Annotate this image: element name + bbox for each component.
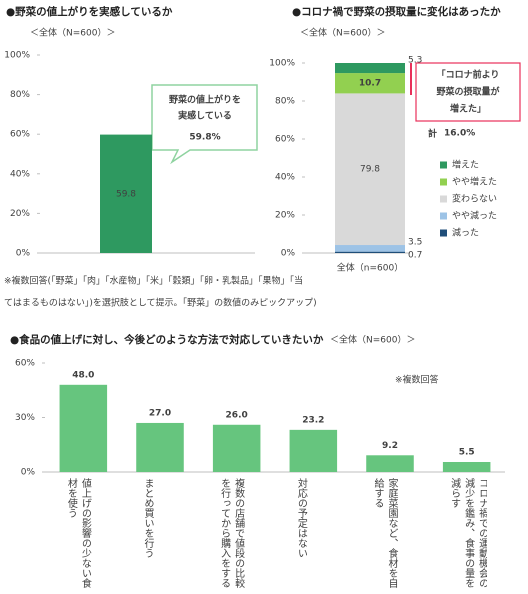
bar-segment bbox=[335, 245, 405, 252]
y-tick-label: 60% bbox=[275, 135, 295, 145]
y-tick-label: 60% bbox=[10, 130, 30, 140]
value-label: 0.7 bbox=[408, 251, 422, 261]
chart-subtitle: ＜全体（N=600）＞ bbox=[300, 27, 385, 39]
y-tick-label: 100% bbox=[4, 51, 30, 61]
bar bbox=[100, 134, 152, 253]
value-label: 9.2 bbox=[382, 441, 398, 451]
x-tick-label: コロナ禍での運動機会の減少を鑑み、食事の量を減らす bbox=[448, 478, 487, 588]
value-label: 59.8 bbox=[116, 189, 136, 199]
x-tick-label-box: 家庭菜園など、食材を自給する bbox=[372, 478, 397, 588]
callout-box bbox=[151, 84, 258, 165]
bar bbox=[59, 384, 108, 472]
legend-swatch bbox=[440, 178, 447, 186]
value-label: 27.0 bbox=[149, 408, 171, 418]
value-label: 5.3 bbox=[408, 56, 422, 66]
callout-text: 野菜の摂取量が bbox=[436, 86, 500, 98]
y-tick-label: 0% bbox=[16, 249, 31, 259]
x-tick-label-box: 値上げの影響の少ない食材を使う bbox=[65, 478, 91, 588]
y-tick-label: 20% bbox=[10, 209, 30, 219]
bar-segment bbox=[335, 63, 405, 74]
x-tick-label: まとめ買いを行う bbox=[142, 478, 153, 558]
y-tick-label: 0% bbox=[21, 468, 36, 478]
x-tick-label: 全体（n=600） bbox=[337, 262, 403, 274]
bar-segment bbox=[335, 251, 405, 253]
callout-value: 16.0% bbox=[444, 129, 475, 139]
y-tick-label: 40% bbox=[275, 173, 295, 183]
callout-total-label: 計 bbox=[428, 128, 437, 140]
y-tick-label: 80% bbox=[275, 97, 295, 107]
x-tick-label: 対応の予定はない bbox=[295, 478, 307, 558]
callout-text: 「コロナ前より bbox=[437, 69, 500, 81]
value-label: 23.2 bbox=[302, 415, 324, 425]
bar bbox=[212, 424, 261, 472]
bar bbox=[136, 422, 184, 472]
value-label: 10.7 bbox=[359, 79, 381, 89]
legend-label: やや増えた bbox=[452, 176, 497, 188]
x-tick-label-box: 対応の予定はない bbox=[295, 478, 307, 558]
y-tick-label: 80% bbox=[10, 90, 30, 100]
legend-swatch bbox=[440, 212, 447, 220]
bar-segment bbox=[335, 73, 405, 94]
legend-label: 増えた bbox=[452, 159, 479, 171]
value-label: 79.8 bbox=[360, 165, 380, 175]
y-tick-label: 100% bbox=[269, 59, 295, 69]
x-tick-label: 値上げの影響の少ない食材を使う bbox=[65, 478, 91, 588]
note: ※複数回答(「野菜」「肉」「水産物」「米」「穀類」「卵・乳製品」「果物」「当 bbox=[4, 275, 303, 287]
x-tick-label: 家庭菜園など、食材を自給する bbox=[372, 478, 397, 588]
legend-swatch bbox=[440, 195, 447, 203]
legend-swatch bbox=[440, 229, 447, 237]
legend-swatch bbox=[440, 161, 447, 169]
callout-value: 59.8% bbox=[189, 133, 220, 143]
y-tick-label: 20% bbox=[275, 211, 295, 221]
chart-title: ●食品の値上げに対し、今後どのような方法で対応していきたいか bbox=[10, 333, 324, 346]
chart-subtitle: ＜全体（N=600）＞ bbox=[330, 334, 415, 346]
bar-segment bbox=[335, 93, 405, 246]
chart-title: ●コロナ禍で野菜の摂取量に変化はあったか bbox=[292, 5, 501, 18]
value-label: 5.5 bbox=[459, 448, 475, 458]
y-tick-label: 0% bbox=[281, 249, 296, 259]
legend-label: やや減った bbox=[452, 210, 497, 222]
legend-label: 減った bbox=[452, 227, 479, 239]
x-tick-label-box: コロナ禍での運動機会の減少を鑑み、食事の量を減らす bbox=[448, 478, 487, 588]
value-label: 48.0 bbox=[72, 370, 94, 380]
y-tick-label: 30% bbox=[15, 413, 35, 423]
value-label: 3.5 bbox=[408, 238, 422, 248]
legend-label: 変わらない bbox=[452, 193, 497, 205]
y-tick-label: 60% bbox=[15, 359, 35, 369]
chart-title: ●野菜の値上がりを実感しているか bbox=[6, 5, 173, 18]
y-tick-label: 40% bbox=[10, 169, 30, 179]
callout-text: 実感している bbox=[178, 110, 232, 122]
value-label: 26.0 bbox=[226, 410, 248, 420]
x-tick-label: 複数の店舗で値段の比較を行ってから購入をする bbox=[218, 478, 244, 588]
x-tick-label-box: まとめ買いを行う bbox=[142, 478, 153, 558]
bar bbox=[442, 462, 491, 472]
note: ※複数回答 bbox=[395, 374, 439, 386]
callout-text: 増えた」 bbox=[450, 103, 486, 115]
bar bbox=[366, 455, 414, 472]
note: てはまるものはない」)を選択肢として提示。「野菜」の数値のみピックアップ) bbox=[4, 297, 317, 309]
callout-text: 野菜の値上がりを bbox=[169, 94, 241, 106]
x-tick-label-box: 複数の店舗で値段の比較を行ってから購入をする bbox=[218, 478, 244, 588]
callout-box bbox=[415, 62, 521, 122]
bar bbox=[289, 429, 338, 472]
chart-subtitle: ＜全体（N=600）＞ bbox=[30, 27, 115, 39]
